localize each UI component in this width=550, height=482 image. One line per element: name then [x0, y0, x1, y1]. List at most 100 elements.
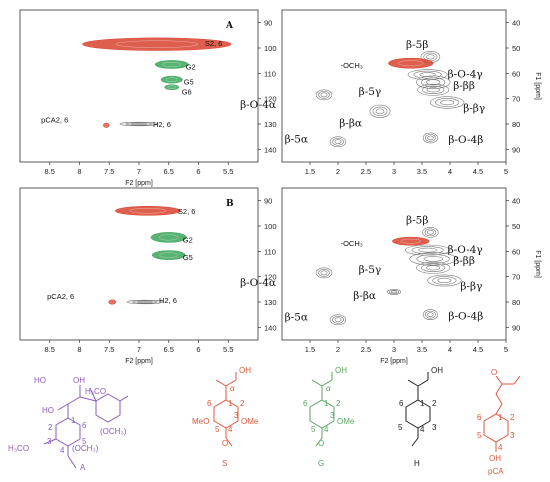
contour-blob [388, 57, 434, 69]
contour-ring [427, 135, 434, 141]
contour-blob [103, 122, 110, 128]
contour-ring [318, 91, 330, 99]
contour-inner [165, 77, 178, 82]
x-tick-label: 3.5 [417, 167, 427, 176]
structure-g [309, 372, 335, 447]
x-tick-label: 5 [504, 167, 508, 176]
g-o: O [318, 439, 324, 448]
contour-ring [315, 267, 333, 279]
peak-label: β-βα [339, 117, 362, 129]
contour-inner [104, 123, 109, 127]
pca-c5: 5 [477, 431, 482, 440]
peak-gray: β-ββ [409, 252, 475, 267]
contour-ring [369, 104, 391, 118]
s-meo: MeO [192, 417, 209, 426]
y-tick-label: 140 [264, 323, 277, 332]
peak-label: G5 [183, 253, 193, 262]
peak-gray: β-βγ [430, 96, 485, 114]
contour-inner [159, 252, 179, 258]
h-caption: H [414, 459, 420, 468]
nmr-panel-2: 1.5 2 2.5 3 3.5 4 4.5 5 40 50 60 70 80 90 F1 [ppm] β-5β… [240, 9, 541, 176]
contour-ring [424, 228, 437, 237]
contour-ring [427, 312, 434, 317]
x-tick-label: 1.5 [305, 167, 315, 176]
y-tick-label: 60 [512, 69, 520, 78]
pca-c3: 3 [510, 431, 515, 440]
contour-ring [332, 137, 344, 146]
contour-ring [125, 122, 153, 126]
lignin-c3: 3 [47, 437, 52, 446]
nmr-panel-4: 1.5 2 2.5 3 3.5 4 4.5 5 40 50 60 70 80 90 F2 [ppm] F1 [… [240, 187, 541, 365]
contour-blob [160, 75, 183, 84]
contour-ring [426, 230, 434, 235]
contour-blob [392, 236, 430, 246]
x-tick-label: 8 [77, 167, 81, 176]
peak-label: β-5α [285, 134, 308, 146]
x-tick-label: 7 [137, 167, 141, 176]
x-tick-label: 2.5 [361, 167, 371, 176]
peak-gray: β-βα [339, 104, 391, 129]
pca-c1: 1 [498, 413, 503, 422]
x-axis-label: F2 [ppm] [125, 180, 153, 187]
contour-ring [416, 254, 450, 264]
contour-ring [426, 265, 441, 271]
contour-inner [162, 61, 182, 67]
peak-gray: β-O-4β [422, 309, 483, 323]
peak-gray: β-5β [406, 214, 439, 238]
y-tick-label: 90 [264, 19, 272, 28]
pca-caption: pCA [488, 467, 504, 476]
peak-red: -OCH₃ [341, 57, 434, 70]
x-axis-label: F2 [ppm] [125, 358, 153, 365]
lignin-oh-label: OH [73, 376, 85, 385]
contour-ring [409, 252, 458, 266]
x-tick-label: 6.5 [164, 167, 174, 176]
peak-gray: β-O-4α [240, 89, 333, 111]
y-tick-label: 70 [512, 273, 520, 282]
x-tick-label: 2 [336, 345, 340, 354]
peak-gray: H2, 6 [119, 120, 171, 129]
peak-green: G6 [164, 84, 192, 96]
contour-blob [82, 37, 232, 51]
contour-ring [426, 79, 441, 86]
peak-label: β-5α [285, 312, 308, 324]
x-tick-label: 1.5 [305, 345, 315, 354]
contour-ring [375, 108, 385, 115]
contour-inner [129, 208, 167, 214]
contour-ring [440, 99, 455, 106]
y-tick-label: 40 [512, 19, 520, 28]
peak-label: G2 [183, 235, 193, 244]
y-tick-label: 90 [512, 145, 520, 154]
structure-pca [483, 375, 521, 452]
contour-ring [419, 72, 436, 77]
x-tick-label: 3 [392, 345, 396, 354]
peak-label: β-O-4α [240, 99, 276, 111]
x-tick-label: 8.5 [45, 167, 55, 176]
s-caption: S [222, 459, 227, 468]
s-c6: 6 [207, 399, 212, 408]
x-tick-label: 4.5 [473, 167, 483, 176]
lignin-c2: 2 [48, 423, 53, 432]
h-c6: 6 [399, 399, 404, 408]
pca-oh: OH [489, 454, 501, 463]
contour-ring [119, 121, 159, 127]
y-axis-label: F1 [ppm] [534, 250, 541, 278]
lignin-c5: 5 [82, 437, 87, 446]
peak-green: G5 [151, 250, 193, 262]
h-c1: 1 [420, 399, 425, 408]
contour-ring [329, 136, 347, 148]
contour-inner [115, 40, 199, 48]
x-tick-label: 4 [448, 345, 452, 354]
contour-ring [391, 290, 397, 294]
contour-ring [421, 77, 446, 87]
contour-ring [137, 300, 153, 304]
y-tick-label: 120 [264, 273, 277, 282]
y-tick-label: 100 [264, 222, 277, 231]
y-tick-label: 50 [512, 222, 520, 231]
y-tick-label: 120 [264, 95, 277, 104]
contour-ring [422, 132, 438, 144]
g-c1: 1 [324, 399, 329, 408]
chemical-structures: H₃CO OH HO (OCH₃) H₃CO (OCH₃) A 1 2 3 4 … [8, 366, 521, 476]
x-tick-label: 7.5 [104, 167, 114, 176]
pca-c2: 2 [510, 413, 515, 422]
y-tick-label: 110 [264, 247, 276, 256]
